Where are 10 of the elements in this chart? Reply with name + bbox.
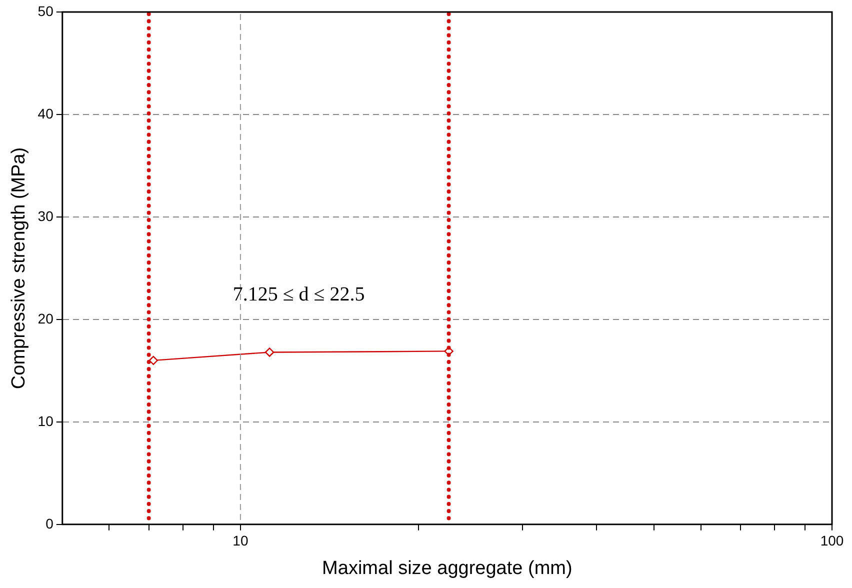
y-tick-label: 30 xyxy=(38,208,54,224)
y-tick-label: 10 xyxy=(38,412,54,429)
y-tick-label: 0 xyxy=(46,515,54,532)
x-tick-label: 100 xyxy=(820,532,844,549)
y-tick-label: 40 xyxy=(38,105,54,122)
y-tick-label: 50 xyxy=(38,2,54,19)
y-axis-title: Compressive strength (MPa) xyxy=(8,147,30,390)
annotation: 7.125 ≤ d ≤ 22.5 xyxy=(232,284,365,306)
y-tick-label: 20 xyxy=(38,310,54,326)
x-axis-title: Maximal size aggregate (mm) xyxy=(322,558,572,579)
